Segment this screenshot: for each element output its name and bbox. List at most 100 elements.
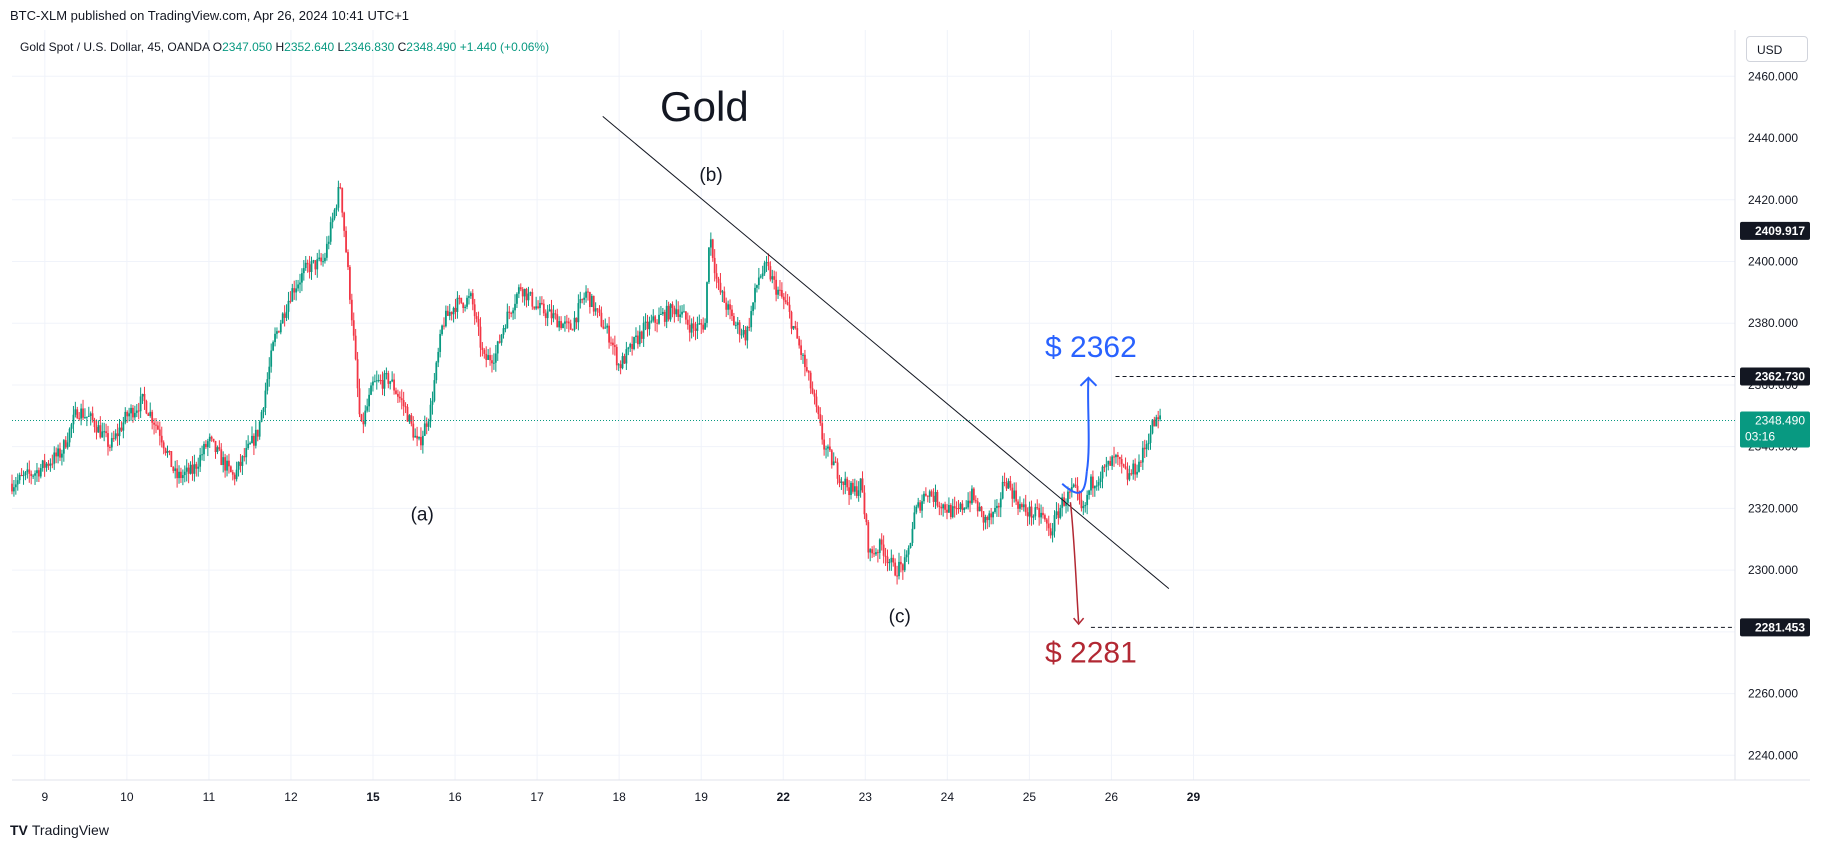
candle bbox=[994, 499, 996, 514]
candle bbox=[567, 317, 570, 333]
candle-body bbox=[669, 304, 672, 320]
candle-body bbox=[274, 333, 276, 343]
candle bbox=[900, 556, 902, 573]
candle bbox=[1132, 459, 1135, 480]
candle-body bbox=[293, 288, 296, 293]
candle bbox=[650, 314, 653, 324]
candle bbox=[587, 288, 589, 301]
candle-body bbox=[1007, 481, 1010, 489]
candle bbox=[984, 514, 987, 530]
candle bbox=[128, 407, 131, 422]
candle bbox=[1026, 507, 1029, 526]
candle-body bbox=[1032, 516, 1035, 518]
candle-body bbox=[838, 478, 841, 483]
candle-body bbox=[919, 502, 922, 511]
y-tick-label: 2260.000 bbox=[1748, 687, 1798, 701]
candle bbox=[452, 306, 455, 323]
candle bbox=[475, 312, 478, 323]
candle-body bbox=[884, 555, 887, 557]
candle bbox=[525, 287, 528, 308]
candle-body bbox=[1086, 494, 1089, 505]
candle bbox=[959, 502, 962, 512]
candle-body bbox=[650, 320, 653, 322]
candle-body bbox=[435, 362, 438, 381]
candle bbox=[1120, 454, 1123, 474]
y-tick-label: 2400.000 bbox=[1748, 254, 1798, 268]
candle bbox=[435, 360, 438, 384]
candle bbox=[502, 325, 505, 339]
candle-body bbox=[354, 335, 357, 360]
arrow-down-path bbox=[1069, 502, 1080, 623]
candle-body bbox=[1101, 466, 1104, 479]
candle bbox=[1082, 500, 1085, 516]
candle-body bbox=[398, 396, 401, 399]
candle bbox=[412, 416, 415, 441]
candle bbox=[32, 474, 35, 479]
candle bbox=[291, 283, 294, 302]
candle-body bbox=[28, 469, 31, 474]
candle-body bbox=[1111, 456, 1114, 466]
candle-body bbox=[729, 304, 731, 310]
candle bbox=[506, 303, 509, 329]
candle bbox=[208, 433, 211, 448]
candle bbox=[391, 371, 394, 383]
candle-body bbox=[76, 409, 79, 419]
candle bbox=[752, 302, 754, 316]
currency-selector[interactable]: USD bbox=[1746, 36, 1808, 62]
candle-body bbox=[464, 306, 466, 308]
candle-body bbox=[732, 316, 735, 326]
candle bbox=[631, 336, 634, 356]
candle-body bbox=[901, 564, 904, 571]
candle bbox=[95, 419, 98, 440]
candle bbox=[623, 353, 626, 364]
candle-body bbox=[969, 500, 971, 504]
candle bbox=[268, 357, 271, 387]
candle-body bbox=[506, 311, 509, 329]
candle bbox=[264, 382, 267, 416]
candle-body bbox=[20, 474, 23, 476]
candle-body bbox=[201, 454, 203, 456]
candle bbox=[11, 474, 13, 495]
candle-body bbox=[205, 443, 207, 448]
candle bbox=[103, 422, 106, 442]
candle-body bbox=[1138, 461, 1140, 472]
candle-body bbox=[414, 435, 417, 438]
candle bbox=[285, 304, 288, 322]
candle bbox=[93, 417, 96, 433]
candle bbox=[283, 305, 286, 327]
candle bbox=[137, 402, 140, 420]
candle bbox=[185, 459, 188, 482]
candle-body bbox=[491, 360, 493, 364]
candle bbox=[790, 310, 793, 335]
candle bbox=[308, 255, 311, 279]
candle-body bbox=[521, 289, 524, 297]
candle-body bbox=[1009, 481, 1012, 488]
candle bbox=[1057, 503, 1060, 525]
candle-body bbox=[1122, 464, 1125, 467]
candle bbox=[585, 285, 587, 303]
candle-body bbox=[535, 306, 538, 309]
candle bbox=[224, 453, 227, 478]
candle-body bbox=[640, 331, 643, 339]
candle bbox=[748, 317, 751, 332]
candle bbox=[1116, 451, 1119, 466]
candle bbox=[934, 484, 937, 510]
candle bbox=[949, 503, 952, 520]
candle-body bbox=[842, 481, 845, 486]
footer-brand[interactable]: TV TradingView bbox=[10, 822, 109, 838]
candle-body bbox=[1090, 476, 1092, 491]
price-label: 2281.453 bbox=[1740, 618, 1810, 637]
candle-body bbox=[815, 396, 818, 407]
candle bbox=[400, 389, 403, 410]
candle bbox=[1084, 502, 1087, 513]
legend-part: O bbox=[213, 40, 222, 54]
candle-body bbox=[373, 381, 376, 383]
candle-body bbox=[510, 312, 513, 314]
candle-body bbox=[631, 344, 634, 350]
candle-body bbox=[256, 429, 259, 437]
candle bbox=[527, 286, 530, 306]
candle bbox=[1030, 500, 1033, 526]
candle-body bbox=[1136, 471, 1138, 475]
candle-body bbox=[1020, 504, 1023, 508]
